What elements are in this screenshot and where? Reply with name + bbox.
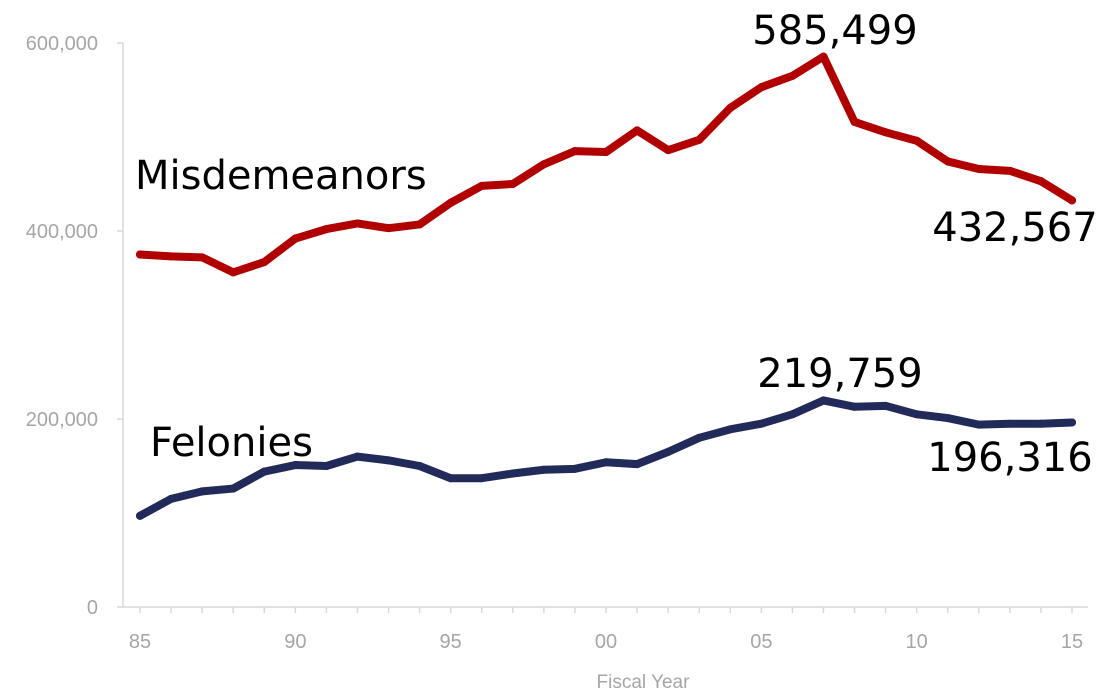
data-point-misdemeanors bbox=[229, 268, 238, 277]
data-point-misdemeanors bbox=[446, 198, 455, 207]
x-tick-label: 85 bbox=[129, 631, 151, 653]
y-tick-label: 400,000 bbox=[26, 221, 98, 243]
data-point-felonies bbox=[757, 419, 766, 428]
data-point-misdemeanors bbox=[415, 220, 424, 229]
data-point-felonies bbox=[167, 494, 176, 503]
data-label-misdemeanors-peak: 585,499 bbox=[752, 8, 917, 54]
data-point-misdemeanors bbox=[788, 71, 797, 80]
data-point-misdemeanors bbox=[570, 147, 579, 156]
data-point-felonies bbox=[353, 452, 362, 461]
data-point-felonies bbox=[415, 462, 424, 470]
data-point-misdemeanors bbox=[198, 253, 207, 262]
data-point-misdemeanors bbox=[1005, 166, 1014, 175]
series-label-misdemeanors: Misdemeanors bbox=[135, 153, 427, 199]
x-axis-title: Fiscal Year bbox=[597, 672, 691, 693]
x-tick-label: 95 bbox=[440, 631, 462, 653]
data-point-misdemeanors bbox=[726, 103, 735, 112]
x-tick-label: 15 bbox=[1061, 631, 1083, 653]
data-label-misdemeanors-last: 432,567 bbox=[932, 205, 1097, 251]
data-point-felonies bbox=[539, 465, 548, 474]
data-point-misdemeanors bbox=[167, 252, 176, 261]
data-point-felonies bbox=[850, 402, 859, 411]
data-point-misdemeanors bbox=[664, 146, 673, 155]
data-point-misdemeanors bbox=[943, 157, 952, 166]
series-lines bbox=[136, 52, 1076, 520]
data-point-misdemeanors bbox=[353, 219, 362, 228]
data-point-misdemeanors bbox=[633, 126, 642, 135]
data-point-felonies bbox=[136, 511, 144, 520]
data-point-misdemeanors bbox=[850, 117, 859, 126]
data-point-misdemeanors bbox=[322, 225, 331, 234]
data-point-misdemeanors bbox=[695, 135, 704, 144]
data-point-felonies bbox=[788, 410, 797, 419]
data-point-felonies bbox=[477, 474, 486, 483]
data-point-misdemeanors bbox=[974, 164, 983, 173]
data-point-felonies bbox=[726, 425, 735, 434]
series-label-felonies: Felonies bbox=[150, 420, 313, 466]
data-point-felonies bbox=[819, 396, 828, 405]
data-point-misdemeanors bbox=[384, 224, 393, 233]
data-point-felonies bbox=[912, 410, 921, 419]
data-point-felonies bbox=[570, 464, 579, 473]
data-point-felonies bbox=[1005, 419, 1014, 428]
data-point-misdemeanors bbox=[477, 181, 486, 190]
x-axis-ticks: 85 90 95 00 05 10 15 bbox=[129, 607, 1083, 653]
data-point-felonies bbox=[602, 458, 610, 467]
data-point-felonies bbox=[198, 487, 207, 496]
data-point-felonies bbox=[1036, 419, 1045, 428]
data-point-misdemeanors bbox=[912, 136, 921, 145]
data-point-misdemeanors bbox=[136, 250, 144, 259]
data-point-felonies bbox=[260, 467, 269, 476]
data-point-felonies bbox=[943, 414, 952, 423]
data-point-felonies bbox=[384, 456, 393, 465]
data-point-felonies bbox=[229, 484, 238, 493]
data-point-misdemeanors bbox=[539, 160, 548, 169]
data-point-felonies bbox=[633, 460, 642, 469]
y-tick-label: 200,000 bbox=[26, 409, 98, 431]
data-point-misdemeanors bbox=[260, 258, 269, 267]
data-label-felonies-peak: 219,759 bbox=[757, 351, 922, 397]
x-tick-label: 05 bbox=[750, 631, 772, 653]
data-point-felonies bbox=[508, 469, 517, 478]
data-point-felonies bbox=[1068, 418, 1076, 427]
x-tick-label: 10 bbox=[906, 631, 928, 653]
data-point-misdemeanors bbox=[602, 148, 610, 157]
data-point-felonies bbox=[446, 474, 455, 483]
data-point-felonies bbox=[322, 462, 331, 470]
data-point-misdemeanors bbox=[508, 180, 517, 188]
data-point-felonies bbox=[291, 461, 300, 470]
data-label-felonies-last: 196,316 bbox=[927, 435, 1092, 481]
data-point-felonies bbox=[881, 401, 890, 410]
x-tick-label: 00 bbox=[595, 631, 617, 653]
data-point-felonies bbox=[664, 447, 673, 456]
y-tick-label: 0 bbox=[87, 597, 98, 619]
data-point-misdemeanors bbox=[819, 52, 828, 61]
data-point-misdemeanors bbox=[1036, 177, 1045, 186]
y-axis-ticks: 0 200,000 400,000 600,000 bbox=[26, 33, 123, 619]
data-point-felonies bbox=[695, 433, 704, 442]
data-point-misdemeanors bbox=[291, 234, 300, 243]
y-tick-label: 600,000 bbox=[26, 33, 98, 55]
x-tick-label: 90 bbox=[284, 631, 306, 653]
data-point-misdemeanors bbox=[757, 83, 766, 92]
data-point-misdemeanors bbox=[881, 128, 890, 137]
data-point-felonies bbox=[974, 420, 983, 429]
data-point-misdemeanors bbox=[1068, 196, 1076, 205]
